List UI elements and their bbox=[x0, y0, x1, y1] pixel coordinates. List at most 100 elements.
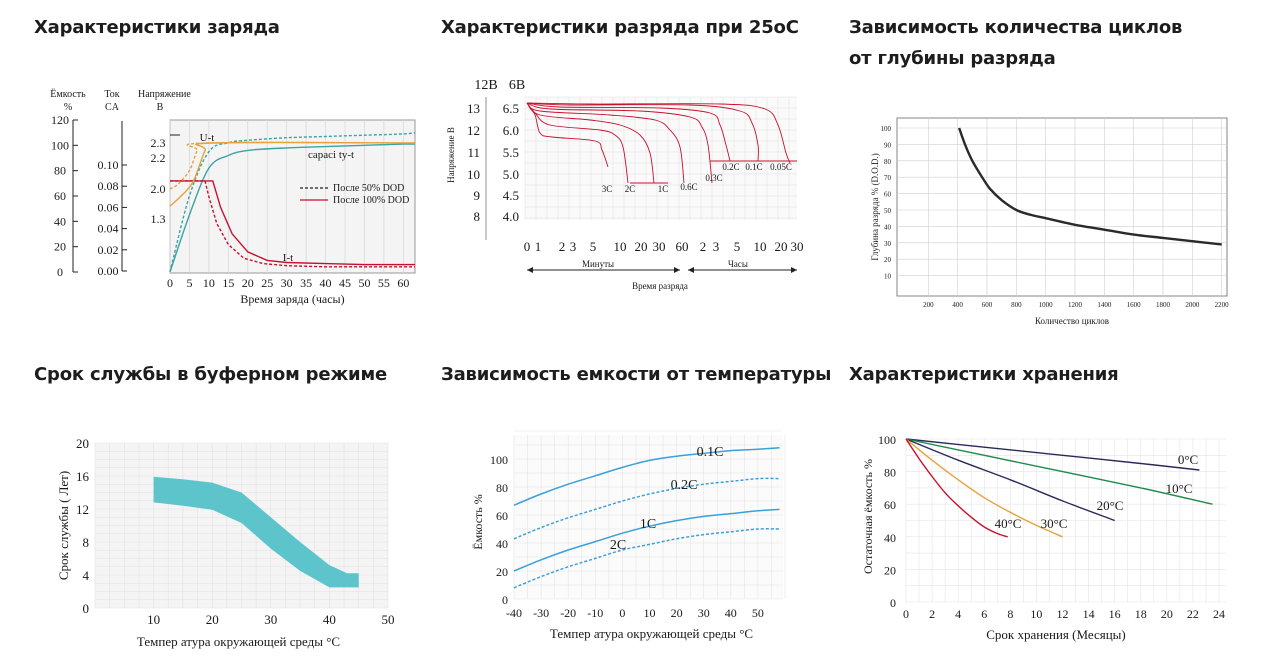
y-tick-12v: 8 bbox=[474, 209, 481, 224]
x-tick-label: 30 bbox=[698, 606, 710, 620]
capacity-tick-label: 80 bbox=[54, 164, 66, 178]
x-tick-label: 20 bbox=[206, 612, 219, 627]
x-tick-label: 5 bbox=[734, 239, 741, 254]
y-tick-label: 60 bbox=[884, 498, 896, 512]
y-tick-label: 0 bbox=[83, 601, 90, 616]
x-tick-label: 2200 bbox=[1215, 301, 1230, 309]
x-tick-label: 400 bbox=[952, 301, 963, 309]
series-label: 10°C bbox=[1166, 481, 1193, 496]
x-axis-label: Темпер атура окружающей среды °C bbox=[550, 626, 753, 641]
y-tick-12v: 11 bbox=[467, 145, 480, 160]
x-tick-label: 40 bbox=[323, 612, 336, 627]
y-tick-label: 40 bbox=[884, 223, 892, 231]
current-header: Ток bbox=[104, 89, 119, 100]
x-tick-label: -10 bbox=[587, 606, 603, 620]
x-tick-label: 24 bbox=[1213, 607, 1225, 621]
current-header-unit: CA bbox=[105, 102, 120, 113]
charge-title: Характеристики заряда bbox=[34, 17, 280, 38]
y-axis-label: Ёмкость % bbox=[471, 494, 485, 549]
current-50-line bbox=[170, 180, 415, 268]
y-tick-label: 80 bbox=[884, 158, 892, 166]
discharge-curve-0.3C bbox=[526, 102, 713, 184]
y-axis-label: Срок службы ( Лет) bbox=[56, 471, 71, 580]
x-tick-label: 55 bbox=[378, 276, 390, 290]
x-tick-label: 2 bbox=[700, 239, 707, 254]
x-tick-label: 10 bbox=[754, 239, 767, 254]
discharge-curve-0.2C bbox=[526, 102, 731, 162]
current-tick-label: 0.04 bbox=[98, 222, 119, 236]
annotation-it: I-t bbox=[283, 252, 293, 264]
temp-curve-2C bbox=[513, 528, 780, 589]
discharge-curve-3C bbox=[526, 102, 609, 168]
discharge-chart: 12В 6В13121110986.56.05.55.04.54.0Напряже… bbox=[446, 78, 804, 291]
y-tick-label: 20 bbox=[884, 256, 892, 264]
temp-curve-0.1C bbox=[513, 447, 780, 506]
voltage-tick-label: 2.3 bbox=[151, 136, 166, 150]
series-label: 1C bbox=[640, 517, 656, 532]
temp-curve-0.2C bbox=[513, 477, 780, 540]
discharge-title: Характеристики разряда при 25оС bbox=[441, 17, 799, 38]
header-6v: 6В bbox=[509, 78, 525, 93]
x-tick-label: 60 bbox=[676, 239, 689, 254]
y-tick-label: 80 bbox=[496, 481, 508, 495]
rate-label: 0.05C bbox=[770, 162, 792, 172]
hours-label: Часы bbox=[728, 259, 748, 269]
service-life-band bbox=[153, 476, 359, 588]
x-tick-label: 0 bbox=[903, 607, 909, 621]
arrow bbox=[527, 267, 533, 273]
temp-title: Зависимость емкости от температуры bbox=[441, 364, 832, 385]
x-tick-label: 30 bbox=[281, 276, 293, 290]
x-tick-label: 200 bbox=[923, 301, 934, 309]
x-tick-label: 6 bbox=[981, 607, 987, 621]
current-tick-label: 0.02 bbox=[98, 243, 119, 257]
series-label: 0.1C bbox=[697, 445, 724, 460]
y-tick-6v: 4.5 bbox=[503, 188, 519, 203]
x-tick-label: 20 bbox=[775, 239, 788, 254]
rate-label: 0.3C bbox=[705, 173, 722, 183]
x-tick-label: -30 bbox=[533, 606, 549, 620]
y-tick-label: 40 bbox=[884, 531, 896, 545]
rate-label: 0.6C bbox=[680, 182, 697, 192]
storage-curve-10°C bbox=[905, 438, 1213, 505]
storage-curve-30°C bbox=[905, 438, 1063, 538]
series-label: 20°C bbox=[1097, 498, 1124, 513]
current-100-line bbox=[170, 180, 415, 266]
y-tick-6v: 6.0 bbox=[503, 123, 519, 138]
y-tick-label: 0 bbox=[502, 593, 508, 607]
x-tick-label: 0 bbox=[167, 276, 173, 290]
x-tick-label: 25 bbox=[261, 276, 273, 290]
x-axis-label: Количество циклов bbox=[1035, 316, 1109, 326]
x-tick-label: 30 bbox=[264, 612, 277, 627]
y-tick-6v: 6.5 bbox=[503, 101, 519, 116]
arrow bbox=[688, 267, 694, 273]
x-tick-label: 10 bbox=[614, 239, 627, 254]
x-tick-label: 12 bbox=[1057, 607, 1069, 621]
current-tick-label: 0.10 bbox=[98, 158, 119, 172]
x-tick-label: 4 bbox=[955, 607, 961, 621]
x-tick-label: 20 bbox=[635, 239, 648, 254]
series-label: 30°C bbox=[1041, 516, 1068, 531]
y-tick-label: 70 bbox=[884, 174, 892, 182]
y-tick-label: 100 bbox=[490, 453, 508, 467]
capacity-header: Ёмкость bbox=[50, 88, 86, 100]
y-tick-12v: 13 bbox=[467, 101, 480, 116]
x-tick-label: 20 bbox=[1161, 607, 1173, 621]
current-tick-label: 0.08 bbox=[98, 179, 119, 193]
discharge-curve-1C bbox=[526, 102, 655, 184]
x-tick-label: 3 bbox=[713, 239, 720, 254]
storage-curve-0°C bbox=[905, 438, 1200, 471]
rate-label: 0.2C bbox=[722, 162, 739, 172]
x-tick-label: 1 bbox=[535, 239, 542, 254]
y-tick-label: 0 bbox=[890, 596, 896, 610]
plot-area bbox=[896, 117, 1228, 297]
x-tick-label: 30 bbox=[653, 239, 666, 254]
y-tick-label: 30 bbox=[884, 240, 892, 248]
cycles-curve bbox=[958, 127, 1222, 246]
discharge-curve-0.05C bbox=[526, 102, 791, 164]
capacity-tick-label: 60 bbox=[54, 189, 66, 203]
x-tick-label: 20 bbox=[242, 276, 254, 290]
y-axis-label: Глубина разряда % (D.O.D.) bbox=[870, 153, 880, 260]
x-tick-label: 15 bbox=[222, 276, 234, 290]
current-tick-label: 0.06 bbox=[98, 200, 119, 214]
